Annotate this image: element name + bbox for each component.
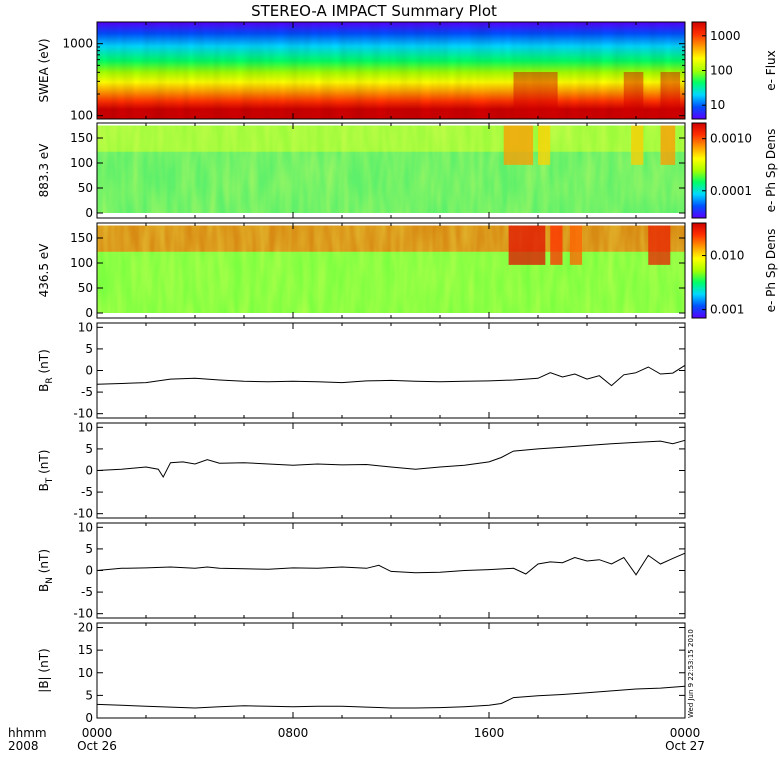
time-tick-label: 1600: [474, 726, 505, 740]
pad883-colorbar-label: e- Ph Sp Dens: [764, 129, 778, 213]
br-ytick-label: 10: [78, 320, 93, 334]
swea-panel: 100 1000 SWEA (eV): [37, 21, 686, 123]
pad436-ytick-label: 150: [70, 231, 93, 245]
bmag-ytick-label: 0: [85, 711, 93, 725]
bmag-trace: [96, 685, 686, 709]
time-tick-label: 0800: [278, 726, 309, 740]
swea-colorbar-tick: 100: [710, 64, 733, 78]
bn-ytick-label: 5: [85, 542, 93, 556]
bt-ytick-label: 0: [85, 464, 93, 478]
pad436-colorbar-label: e- Ph Sp Dens: [764, 229, 778, 313]
pad436-ytick-label: 100: [70, 256, 93, 270]
bt-frame: [96, 422, 686, 519]
pad436-spectrogram: [97, 225, 685, 313]
pad436-ytick-label: 50: [78, 281, 93, 295]
br-ytick-label: -10: [73, 407, 93, 421]
bn-panel: -10 -5 0 5 10 BN (nT): [37, 520, 686, 621]
bn-ytick-label: 0: [85, 564, 93, 578]
bt-trace: [96, 439, 686, 479]
br-frame: [96, 322, 686, 419]
bt-ylabel: BT (nT): [37, 450, 55, 492]
br-ylabel: BR (nT): [37, 349, 55, 392]
bmag-ytick-label: 15: [78, 643, 93, 657]
pad436-colorbar-tick: 0.010: [710, 249, 744, 263]
br-panel: -10 -5 0 5 10 BR (nT): [37, 320, 686, 421]
time-row-label: hhmm: [8, 726, 47, 740]
bmag-ytick-label: 5: [85, 688, 93, 702]
pad883-spectrogram: [97, 125, 685, 213]
plot-title: STEREO-A IMPACT Summary Plot: [251, 2, 497, 20]
br-ytick-label: 0: [85, 364, 93, 378]
timestamp-label: Wed Jun 9 22:53:15 2010: [687, 629, 695, 718]
pad436-colorbar: 0.001 0.010 e- Ph Sp Dens: [691, 222, 778, 319]
swea-ytick-label: 100: [70, 109, 93, 123]
bn-ytick-label: -5: [81, 585, 93, 599]
date-tick-label: Oct 26: [77, 739, 117, 753]
bn-ytick-label: -10: [73, 607, 93, 621]
pad883-ylabel: 883.3 eV: [37, 143, 51, 198]
bn-ylabel: BN (nT): [37, 549, 55, 592]
year-label: 2008: [8, 739, 39, 753]
pad883-ytick-label: 150: [70, 131, 93, 145]
swea-spectrogram: [97, 22, 685, 119]
br-ytick-label: -5: [81, 385, 93, 399]
bn-frame: [96, 522, 686, 619]
pad883-ytick-label: 100: [70, 156, 93, 170]
date-tick-label: Oct 27: [665, 739, 705, 753]
bmag-frame: [96, 622, 686, 719]
pad883-colorbar-tick: 0.0010: [710, 132, 752, 146]
pad436-panel: 0 50 100 150 436.5 eV: [37, 222, 686, 320]
pad883-colorbar: 0.0001 0.0010 e- Ph Sp Dens: [691, 122, 778, 219]
bmag-panel: 0 5 10 15 20 |B| (nT): [37, 621, 686, 725]
pad883-ytick-label: 50: [78, 181, 93, 195]
bn-trace: [96, 552, 686, 576]
br-ytick-label: 5: [85, 342, 93, 356]
swea-colorbar: 10 100 1000 e- Flux: [691, 21, 778, 120]
bmag-ytick-label: 20: [78, 621, 93, 635]
bt-ytick-label: 5: [85, 442, 93, 456]
bmag-ylabel: |B| (nT): [37, 648, 51, 692]
swea-colorbar-tick: 1000: [710, 29, 741, 43]
br-trace: [96, 364, 686, 387]
pad436-ytick-label: 0: [85, 306, 93, 320]
swea-ylabel: SWEA (eV): [37, 38, 51, 102]
pad883-colorbar-tick: 0.0001: [710, 184, 752, 198]
time-tick-label: 0000: [82, 726, 113, 740]
swea-colorbar-label: e- Flux: [764, 50, 778, 90]
pad883-panel: 0 50 100 150 883.3 eV: [37, 122, 686, 220]
bn-ytick-label: 10: [78, 520, 93, 534]
swea-colorbar-tick: 10: [710, 98, 725, 112]
bt-ytick-label: -10: [73, 507, 93, 521]
pad883-ytick-label: 0: [85, 206, 93, 220]
bt-ytick-label: 10: [78, 420, 93, 434]
pad436-ylabel: 436.5 eV: [37, 243, 51, 298]
bt-panel: -10 -5 0 5 10 BT (nT): [37, 420, 686, 521]
bt-ytick-label: -5: [81, 485, 93, 499]
bmag-ytick-label: 10: [78, 666, 93, 680]
swea-ytick-label: 1000: [62, 37, 93, 51]
time-tick-label: 0000: [670, 726, 701, 740]
pad436-colorbar-tick: 0.001: [710, 303, 744, 317]
